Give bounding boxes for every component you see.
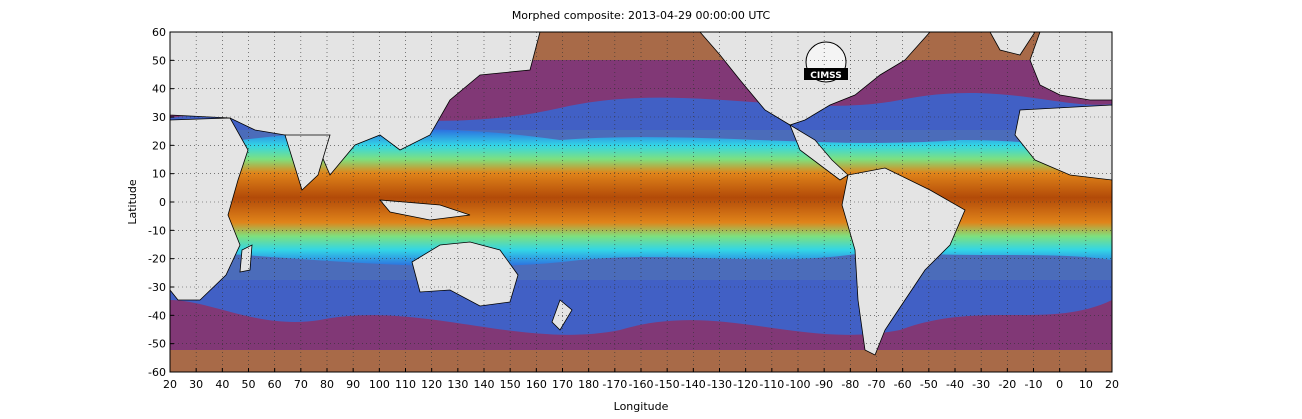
land-central-america	[789, 124, 849, 181]
x-tick-label: 60	[268, 378, 282, 391]
x-tick-label: 120	[421, 378, 442, 391]
y-tick-label: -20	[148, 253, 166, 266]
x-tick-label: 90	[346, 378, 360, 391]
x-tick-label: 10	[1079, 378, 1093, 391]
land-australia	[411, 241, 519, 307]
x-tick-label: 20	[1105, 378, 1119, 391]
x-tick-label: -160	[629, 378, 654, 391]
x-tick-label: 170	[552, 378, 573, 391]
y-tick-label: 0	[159, 196, 166, 209]
land-indonesia	[379, 199, 471, 221]
land-africa	[170, 117, 249, 301]
y-tick-label: 40	[152, 83, 166, 96]
y-axis-label: Latitude	[126, 179, 139, 225]
x-tick-label: -30	[972, 378, 990, 391]
chart-title: Morphed composite: 2013-04-29 00:00:00 U…	[512, 9, 771, 22]
x-tick-label: -70	[868, 378, 886, 391]
land-europe	[1029, 32, 1112, 101]
x-tick-label: -120	[733, 378, 758, 391]
map-plot-area: CIMSS	[170, 32, 1112, 372]
y-axis-ticks: 60 50 40 30 20 10 0 -10 -20 -30 -40 -50 -60	[148, 26, 174, 379]
x-tick-label: 160	[526, 378, 547, 391]
x-tick-label: 70	[294, 378, 308, 391]
x-tick-label: 110	[395, 378, 416, 391]
x-tick-label: 140	[474, 378, 495, 391]
y-tick-label: 20	[152, 139, 166, 152]
y-tick-label: -30	[148, 281, 166, 294]
x-tick-label: 80	[320, 378, 334, 391]
x-tick-label: 130	[447, 378, 468, 391]
x-tick-label: 30	[189, 378, 203, 391]
y-tick-label: -10	[148, 224, 166, 237]
land-west-africa	[1014, 104, 1112, 181]
x-tick-label: -90	[815, 378, 833, 391]
x-tick-label: -150	[655, 378, 680, 391]
y-tick-label: 50	[152, 54, 166, 67]
x-tick-label: 40	[215, 378, 229, 391]
x-tick-label: -130	[707, 378, 732, 391]
x-tick-label: 150	[500, 378, 521, 391]
x-tick-label: -100	[786, 378, 811, 391]
cimss-logo: CIMSS	[804, 41, 848, 83]
land-south-america	[841, 167, 966, 356]
x-tick-label: -140	[681, 378, 706, 391]
x-tick-label: -40	[946, 378, 964, 391]
x-tick-label: 0	[1056, 378, 1063, 391]
x-axis-label: Longitude	[614, 400, 669, 413]
x-tick-label: 100	[369, 378, 390, 391]
y-tick-label: 30	[152, 111, 166, 124]
grid-lines	[170, 32, 1112, 372]
x-tick-label: -80	[841, 378, 859, 391]
land-greenland	[989, 32, 1036, 56]
x-axis-ticks: 20 30 40 50 60 70 80 90 100 110 120 130 140 150 160 170…	[163, 368, 1119, 391]
y-tick-label: -60	[148, 366, 166, 379]
x-tick-label: -170	[602, 378, 627, 391]
x-tick-label: 180	[578, 378, 599, 391]
logo-text: CIMSS	[810, 71, 841, 81]
land-new-zealand	[551, 299, 573, 331]
y-tick-label: -50	[148, 338, 166, 351]
land-asia	[170, 32, 541, 176]
y-tick-label: -40	[148, 309, 166, 322]
x-tick-label: -20	[998, 378, 1016, 391]
x-tick-label: -60	[894, 378, 912, 391]
y-tick-label: 60	[152, 26, 166, 39]
x-tick-label: -50	[920, 378, 938, 391]
x-tick-label: -10	[1025, 378, 1043, 391]
x-tick-label: -110	[759, 378, 784, 391]
y-tick-label: 10	[152, 168, 166, 181]
x-tick-label: 50	[242, 378, 256, 391]
x-tick-label: 20	[163, 378, 177, 391]
land-indian-subcontinent	[284, 134, 331, 191]
